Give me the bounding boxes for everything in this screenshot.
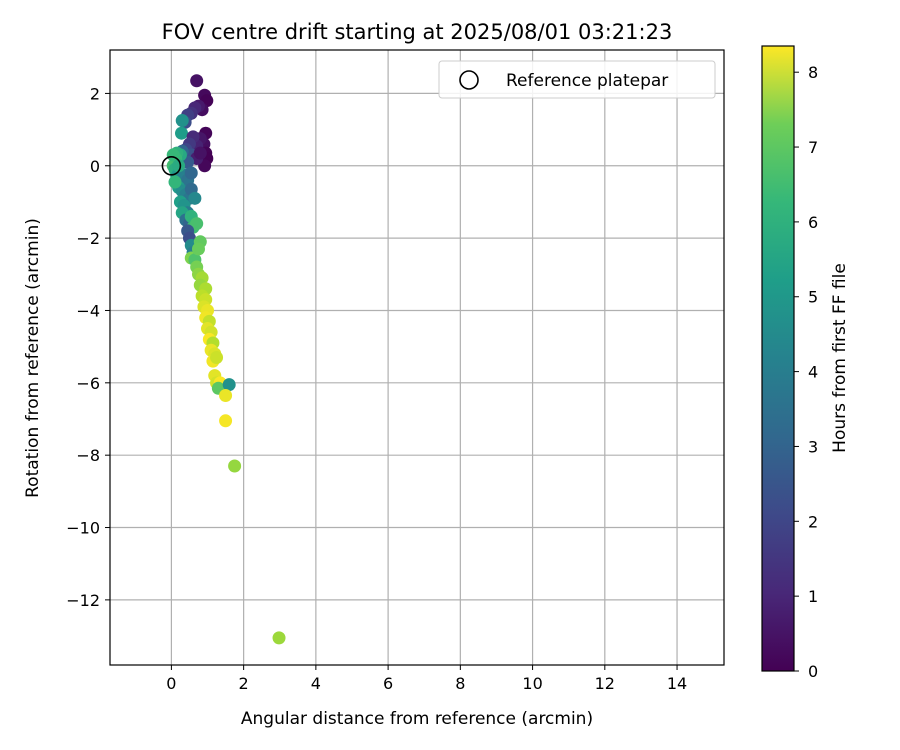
y-tick-label: −8 <box>76 446 100 465</box>
y-tick-label: 0 <box>90 157 100 176</box>
x-tick-label: 8 <box>455 674 465 693</box>
data-point <box>190 217 204 231</box>
colorbar-tick-label: 5 <box>808 288 818 307</box>
data-point <box>219 414 233 428</box>
x-tick-label: 4 <box>311 674 321 693</box>
x-axis-label: Angular distance from reference (arcmin) <box>241 709 593 729</box>
x-tick-label: 6 <box>383 674 393 693</box>
colorbar-tick-label: 7 <box>808 138 818 157</box>
data-points <box>166 74 286 645</box>
colorbar-tick-label: 6 <box>808 213 818 232</box>
colorbar-tick-label: 4 <box>808 363 818 382</box>
legend: Reference platepar <box>438 60 716 99</box>
data-point <box>168 175 182 189</box>
x-tick-label: 0 <box>166 674 176 693</box>
data-point <box>175 114 189 128</box>
chart-title: FOV centre drift starting at 2025/08/01 … <box>162 20 673 44</box>
data-point <box>175 126 189 140</box>
y-tick-label: −6 <box>76 374 100 393</box>
data-point <box>219 388 233 402</box>
x-tick-label: 10 <box>522 674 542 693</box>
x-tick-label: 12 <box>595 674 615 693</box>
data-point <box>228 459 242 473</box>
x-tick-label: 14 <box>667 674 687 693</box>
colorbar-gradient <box>761 45 795 672</box>
colorbar-ticks: 0 1 2 3 4 5 6 7 8 <box>794 63 818 681</box>
plot-frame <box>109 49 725 666</box>
colorbar-tick-label: 0 <box>808 662 818 681</box>
y-tick-label: −12 <box>66 591 100 610</box>
data-point <box>188 191 202 205</box>
x-tick-label: 2 <box>239 674 249 693</box>
data-point <box>190 74 204 88</box>
data-point <box>191 242 205 256</box>
data-point <box>193 146 207 160</box>
colorbar-tick-label: 2 <box>808 512 818 531</box>
data-point <box>210 351 224 364</box>
colorbar-tick-label: 3 <box>808 437 818 456</box>
legend-box <box>438 60 716 99</box>
axis-ticks: 0 2 4 6 8 10 12 14 2 0 −2 −4 −6 −8 −10 −12 <box>66 84 687 693</box>
y-tick-label: −10 <box>66 519 100 538</box>
data-point <box>184 166 198 180</box>
data-point <box>172 159 186 173</box>
y-tick-label: −4 <box>76 301 100 320</box>
y-axis-label: Rotation from reference (arcmin) <box>23 218 43 498</box>
colorbar-tick-label: 8 <box>808 63 818 82</box>
legend-marker-icon <box>459 70 479 90</box>
colorbar: 0 1 2 3 4 5 6 7 8 Hours from first FF file <box>761 45 850 681</box>
data-point <box>222 378 236 392</box>
y-tick-label: −2 <box>76 229 100 248</box>
colorbar-label: Hours from first FF file <box>830 263 850 453</box>
reference-platepar-marker <box>161 155 182 176</box>
legend-label: Reference platepar <box>506 71 668 91</box>
colorbar-tick-label: 1 <box>808 587 818 606</box>
data-point <box>272 631 286 645</box>
y-tick-label: 2 <box>90 84 100 103</box>
